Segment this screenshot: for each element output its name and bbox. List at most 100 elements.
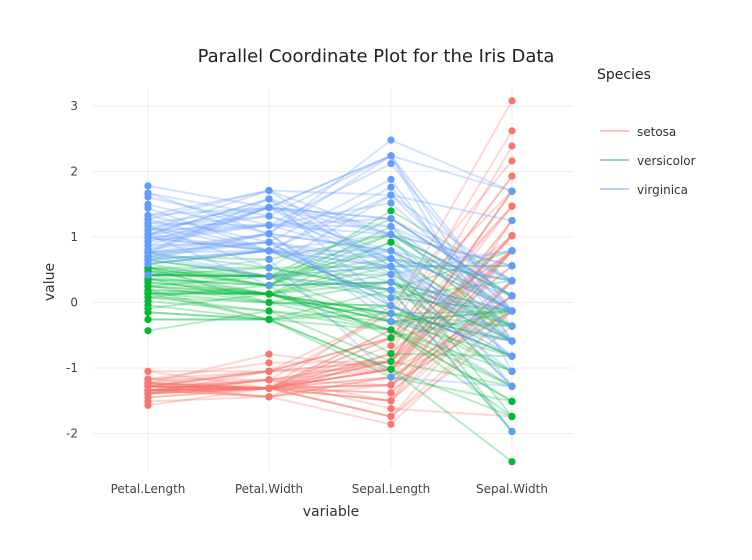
profile-line-virginica[interactable] [147, 197, 513, 268]
profile-line-setosa[interactable] [147, 250, 513, 390]
profile-line-versicolor[interactable] [147, 289, 513, 323]
data-point-versicolor[interactable] [144, 278, 152, 286]
profile-line-virginica[interactable] [147, 224, 513, 312]
data-point-virginica[interactable] [265, 212, 273, 220]
profile-line-setosa[interactable] [147, 250, 513, 390]
data-point-virginica[interactable] [265, 255, 273, 263]
data-point-virginica[interactable] [508, 292, 516, 300]
data-point-virginica[interactable] [387, 302, 395, 310]
profile-line-virginica[interactable] [147, 206, 513, 312]
profile-line-virginica[interactable] [147, 189, 513, 268]
data-point-virginica[interactable] [387, 199, 395, 207]
profile-line-setosa[interactable] [147, 310, 513, 418]
profile-line-setosa[interactable] [147, 310, 513, 392]
profile-line-setosa[interactable] [147, 249, 513, 388]
data-point-virginica[interactable] [508, 352, 516, 360]
profile-line-versicolor[interactable] [147, 249, 513, 299]
profile-line-setosa[interactable] [147, 175, 513, 395]
data-point-virginica[interactable] [265, 186, 273, 195]
profile-line-versicolor[interactable] [147, 296, 513, 388]
data-point-setosa[interactable] [144, 367, 152, 375]
data-point-versicolor[interactable] [387, 334, 395, 342]
data-point-virginica[interactable] [387, 230, 395, 238]
data-point-virginica[interactable] [265, 281, 273, 290]
profile-line-virginica[interactable] [147, 201, 513, 312]
data-point-setosa[interactable] [387, 397, 395, 405]
profile-line-virginica[interactable] [147, 193, 513, 282]
data-point-virginica[interactable] [265, 272, 273, 280]
profile-line-setosa[interactable] [147, 280, 513, 395]
profile-line-virginica[interactable] [147, 214, 513, 312]
data-point-virginica[interactable] [387, 215, 395, 223]
profile-line-versicolor[interactable] [147, 266, 513, 342]
data-point-virginica[interactable] [508, 322, 516, 330]
data-point-virginica[interactable] [265, 230, 273, 238]
profile-line-virginica[interactable] [147, 249, 513, 312]
profile-line-versicolor[interactable] [147, 273, 513, 328]
profile-line-setosa[interactable] [147, 295, 513, 390]
profile-line-versicolor[interactable] [147, 249, 513, 342]
profile-line-setosa[interactable] [147, 205, 513, 390]
profile-line-virginica[interactable] [147, 224, 513, 342]
profile-line-versicolor[interactable] [147, 270, 513, 312]
data-point-virginica[interactable] [508, 367, 516, 375]
data-point-virginica[interactable] [387, 286, 395, 294]
profile-line-setosa[interactable] [147, 325, 513, 418]
data-point-setosa[interactable] [387, 405, 395, 413]
profile-line-virginica[interactable] [147, 241, 513, 388]
profile-line-setosa[interactable] [147, 219, 513, 398]
data-point-virginica[interactable] [508, 307, 516, 315]
profile-line-setosa[interactable] [147, 205, 513, 390]
data-point-virginica[interactable] [144, 200, 152, 208]
profile-line-setosa[interactable] [147, 250, 513, 390]
profile-line-setosa[interactable] [147, 280, 513, 402]
profile-line-virginica[interactable] [147, 241, 513, 358]
profile-line-setosa[interactable] [147, 190, 513, 390]
data-point-versicolor[interactable] [387, 207, 395, 215]
data-point-virginica[interactable] [387, 278, 395, 286]
profile-line-virginica[interactable] [147, 162, 513, 312]
profile-line-virginica[interactable] [147, 249, 513, 312]
profile-line-setosa[interactable] [147, 378, 513, 418]
data-point-virginica[interactable] [265, 247, 273, 255]
data-point-versicolor[interactable] [144, 308, 152, 316]
data-point-setosa[interactable] [508, 172, 516, 180]
data-point-setosa[interactable] [387, 412, 395, 421]
profile-line-setosa[interactable] [147, 145, 513, 398]
profile-line-virginica[interactable] [147, 249, 513, 342]
profile-line-setosa[interactable] [147, 130, 513, 392]
profile-line-setosa[interactable] [147, 234, 513, 395]
data-point-virginica[interactable] [508, 382, 516, 390]
profile-line-setosa[interactable] [147, 235, 513, 392]
profile-line-virginica[interactable] [147, 189, 513, 222]
data-point-setosa[interactable] [508, 157, 516, 165]
data-point-setosa[interactable] [387, 342, 395, 350]
profile-line-versicolor[interactable] [147, 274, 513, 339]
profile-line-virginica[interactable] [147, 197, 513, 297]
profile-line-virginica[interactable] [147, 249, 513, 312]
data-point-virginica[interactable] [387, 294, 395, 302]
data-point-virginica[interactable] [387, 136, 395, 144]
data-point-virginica[interactable] [144, 238, 152, 246]
data-point-versicolor[interactable] [265, 315, 273, 324]
data-point-versicolor[interactable] [508, 397, 516, 405]
profile-line-virginica[interactable] [147, 225, 513, 387]
data-point-virginica[interactable] [387, 247, 395, 255]
data-point-versicolor[interactable] [144, 327, 152, 335]
profile-line-versicolor[interactable] [147, 233, 513, 297]
profile-line-virginica[interactable] [147, 154, 513, 372]
profile-line-versicolor[interactable] [147, 309, 513, 388]
profile-line-versicolor[interactable] [147, 285, 513, 358]
profile-line-virginica[interactable] [147, 224, 513, 267]
profile-line-setosa[interactable] [147, 310, 513, 426]
data-point-setosa[interactable] [508, 97, 516, 105]
data-point-virginica[interactable] [387, 183, 395, 191]
profile-line-virginica[interactable] [147, 193, 513, 312]
data-point-virginica[interactable] [265, 264, 273, 272]
data-point-versicolor[interactable] [387, 326, 395, 334]
data-point-versicolor[interactable] [508, 412, 516, 421]
profile-line-versicolor[interactable] [147, 265, 513, 418]
profile-line-versicolor[interactable] [147, 289, 513, 358]
profile-line-versicolor[interactable] [147, 251, 513, 358]
profile-line-setosa[interactable] [147, 250, 513, 392]
